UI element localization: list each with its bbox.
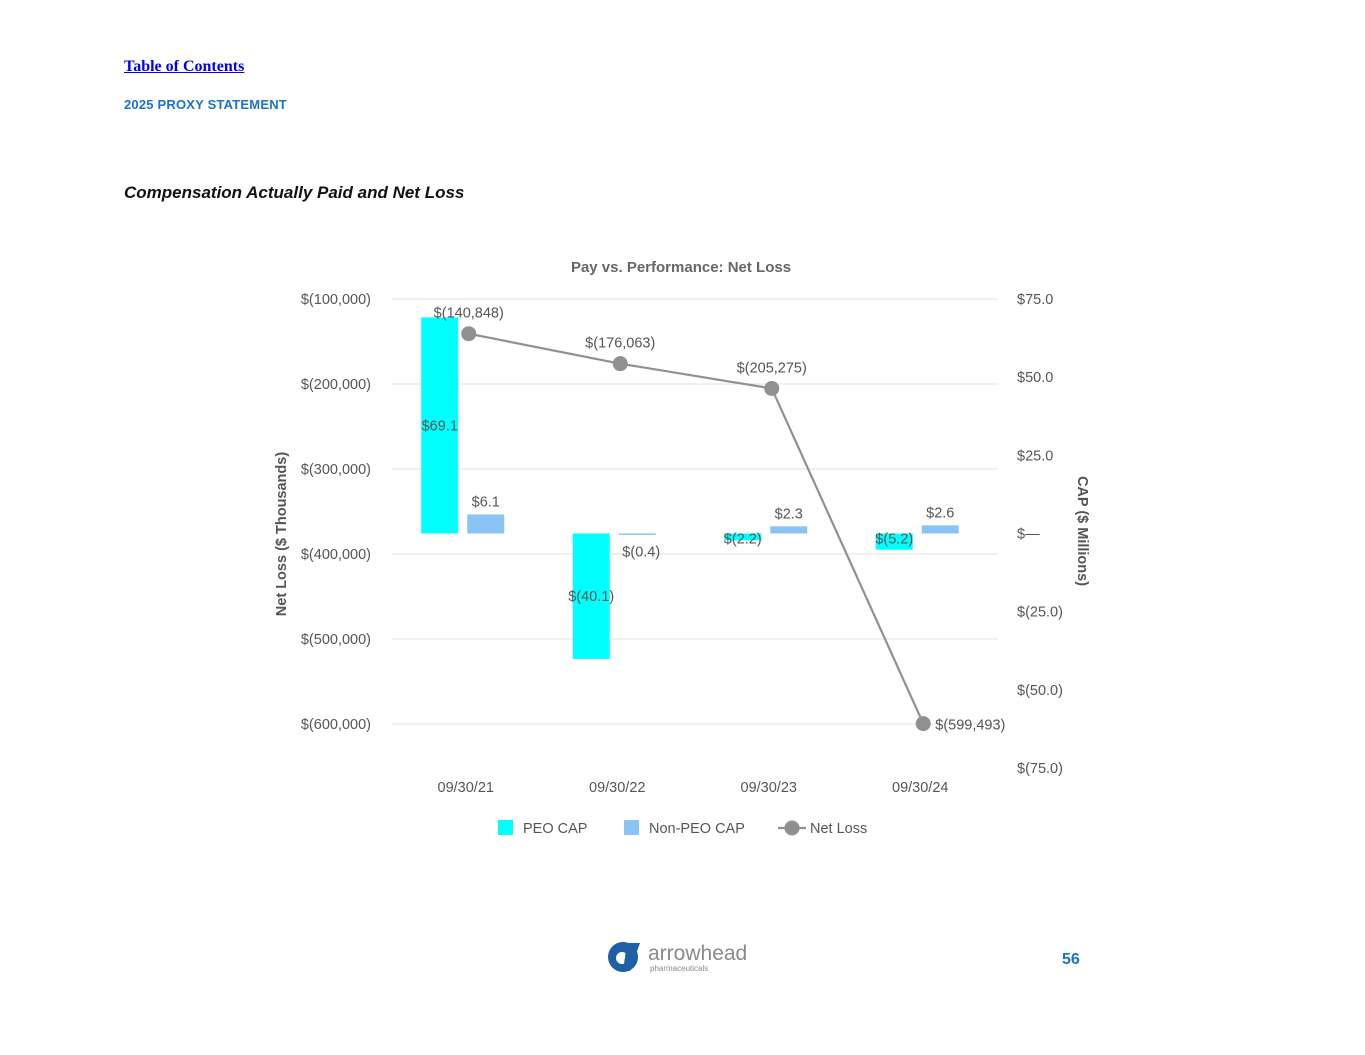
legend-label-net-loss: Net Loss	[810, 821, 867, 837]
net-loss-data-label: $(205,275)	[737, 360, 807, 376]
x-tick-label: 09/30/24	[892, 780, 948, 796]
non-peo-cap-bar	[618, 533, 656, 535]
net-loss-data-label: $(140,848)	[434, 306, 504, 322]
y-tick-label: $(100,000)	[301, 292, 371, 308]
non-peo-cap-data-label: $2.6	[926, 505, 954, 521]
net-loss-point	[915, 716, 931, 732]
peo-cap-bar	[421, 317, 459, 534]
table-of-contents-link[interactable]: Table of Contents	[124, 58, 245, 75]
net-loss-point	[461, 326, 477, 342]
x-tick-label: 09/30/22	[589, 780, 645, 796]
net-loss-point	[764, 380, 780, 396]
legend-swatch-peo-cap	[498, 820, 513, 835]
non-peo-cap-data-label: $6.1	[472, 494, 500, 510]
y2-tick-label: $75.0	[1017, 292, 1053, 308]
y2-tick-label: $25.0	[1017, 448, 1053, 464]
y2-tick-label: $(50.0)	[1017, 683, 1063, 699]
peo-cap-data-label: $69.1	[422, 418, 458, 434]
peo-cap-data-label: $(5.2)	[875, 532, 913, 548]
legend-label-non-peo-cap: Non-PEO CAP	[649, 821, 745, 837]
non-peo-cap-bar	[921, 525, 959, 534]
y2-tick-label: $—	[1017, 527, 1040, 543]
net-loss-data-label: $(599,493)	[935, 718, 1005, 734]
peo-cap-bar	[875, 533, 913, 550]
net-loss-line	[468, 332, 925, 725]
arrowhead-logo: arrowhead pharmaceuticals	[608, 942, 747, 973]
non-peo-cap-data-label: $(0.4)	[622, 545, 660, 561]
y2-axis-label: CAP ($ Millions)	[1074, 476, 1090, 586]
x-tick-label: 09/30/23	[741, 780, 797, 796]
y-tick-label: $(600,000)	[301, 717, 371, 733]
y-tick-label: $(400,000)	[301, 547, 371, 563]
peo-cap-bar	[724, 533, 762, 541]
non-peo-cap-bar	[770, 526, 808, 534]
y-tick-label: $(500,000)	[301, 632, 371, 648]
chart-title: Pay vs. Performance: Net Loss	[571, 259, 791, 276]
document-label: 2025 PROXY STATEMENT	[124, 97, 287, 112]
legend-marker-net-loss	[784, 820, 800, 836]
peo-cap-bar	[572, 533, 610, 659]
y-tick-label: $(300,000)	[301, 462, 371, 478]
net-loss-point	[612, 356, 628, 372]
y-axis-label: Net Loss ($ Thousands)	[274, 452, 290, 617]
non-peo-cap-data-label: $2.3	[775, 506, 803, 522]
y-tick-label: $(200,000)	[301, 377, 371, 393]
y2-tick-label: $(75.0)	[1017, 761, 1063, 777]
peo-cap-data-label: $(2.2)	[724, 532, 762, 548]
section-title: Compensation Actually Paid and Net Loss	[124, 183, 465, 202]
x-tick-label: 09/30/21	[438, 780, 494, 796]
y2-tick-label: $50.0	[1017, 370, 1053, 386]
legend-swatch-non-peo-cap	[624, 820, 639, 835]
non-peo-cap-bar	[467, 514, 505, 534]
logo-wordmark: arrowhead	[648, 942, 747, 965]
logo-tagline: pharmaceuticals	[650, 964, 708, 973]
y2-tick-label: $(25.0)	[1017, 605, 1063, 621]
peo-cap-data-label: $(40.1)	[568, 589, 614, 605]
logo-arrow-icon	[623, 943, 640, 971]
legend-label-peo-cap: PEO CAP	[523, 821, 587, 837]
net-loss-data-label: $(176,063)	[585, 336, 655, 352]
page-number: 56	[1062, 951, 1080, 968]
